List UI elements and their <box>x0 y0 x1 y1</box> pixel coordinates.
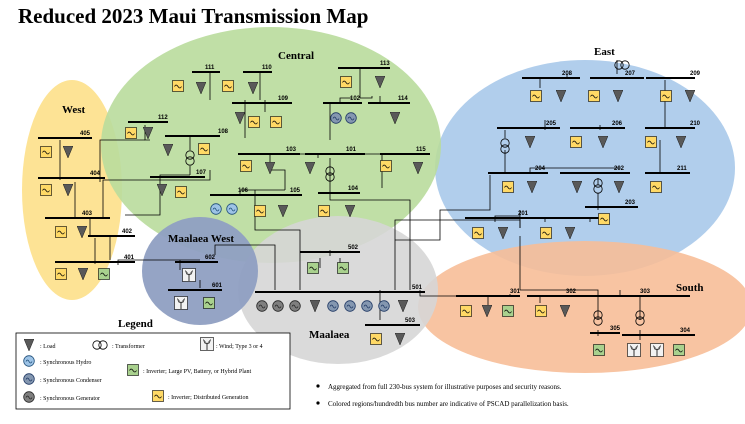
bus-label-209: 209 <box>690 71 701 77</box>
bus-label-106: 106 <box>238 188 249 194</box>
bus-label-101: 101 <box>346 147 357 153</box>
legend-transformer: : Transformer <box>112 343 145 350</box>
bus-label-602: 602 <box>205 255 216 261</box>
bus-label-401: 401 <box>124 255 135 261</box>
regions <box>22 27 745 373</box>
legend-title: Legend <box>118 318 153 330</box>
legend-hydro: : Synchronous Hydro <box>40 360 91 366</box>
bus-label-501: 501 <box>412 285 423 291</box>
bus-label-302: 302 <box>566 289 577 295</box>
region-label-maalaea-west: Maalaea West <box>168 233 234 245</box>
bus-label-107: 107 <box>196 170 207 176</box>
bus-label-109: 109 <box>278 96 289 102</box>
bus-label-503: 503 <box>405 318 416 324</box>
region-label-east: East <box>594 46 615 58</box>
note-2: Colored regions/hundredth bus number are… <box>328 400 569 408</box>
bus-label-502: 502 <box>348 245 359 251</box>
bus-label-206: 206 <box>612 121 623 127</box>
region-maalaea <box>238 216 438 364</box>
legend-generator: : Synchronous Generator <box>40 396 100 402</box>
region-maalaea-west <box>142 217 258 325</box>
bus-label-404: 404 <box>90 171 101 177</box>
bus-label-204: 204 <box>535 166 546 172</box>
bus-label-305: 305 <box>610 326 621 332</box>
bus-label-114: 114 <box>398 96 408 102</box>
bus-label-201: 201 <box>518 211 529 217</box>
region-label-central: Central <box>278 50 314 62</box>
bus-label-303: 303 <box>640 289 651 295</box>
bus-label-405: 405 <box>80 131 91 137</box>
bus-label-104: 104 <box>348 186 359 192</box>
bus-label-601: 601 <box>212 283 223 289</box>
region-label-south: South <box>676 282 704 294</box>
bus-label-205: 205 <box>546 121 557 127</box>
bus-label-403: 403 <box>82 211 93 217</box>
region-label-west: West <box>62 104 86 116</box>
bus-label-402: 402 <box>122 229 133 235</box>
region-south <box>418 241 745 373</box>
bus-label-202: 202 <box>614 166 625 172</box>
legend: : Load : Transformer : Wind; Type 3 or 4… <box>15 332 291 410</box>
bus-bars <box>38 67 695 336</box>
bus-label-207: 207 <box>625 71 636 77</box>
bus-label-102: 102 <box>350 96 361 102</box>
bus-labels: 111 110 113 114 102 109 112 108 103 101 … <box>80 61 701 334</box>
notes: Aggregated from full 230-bus system for … <box>316 383 569 408</box>
bus-label-112: 112 <box>158 115 168 121</box>
bus-label-115: 115 <box>416 147 426 153</box>
bus-label-210: 210 <box>690 121 701 127</box>
legend-condenser: : Synchronous Condenser <box>40 378 102 384</box>
bus-label-103: 103 <box>286 147 297 153</box>
region-label-maalaea: Maalaea <box>309 329 350 341</box>
bus-label-113: 113 <box>380 61 390 67</box>
bus-label-111: 111 <box>205 65 215 71</box>
legend-wind: : Wind; Type 3 or 4 <box>216 344 263 350</box>
region-west <box>22 80 122 300</box>
page-title: Reduced 2023 Maui Transmission Map <box>18 4 369 28</box>
bus-label-105: 105 <box>290 188 301 194</box>
bus-label-110: 110 <box>262 65 272 71</box>
legend-inverter-large: : Inverter; Large PV, Battery, or Hybrid… <box>143 369 252 375</box>
bus-label-208: 208 <box>562 71 573 77</box>
bus-label-203: 203 <box>625 200 636 206</box>
bus-label-301: 301 <box>510 289 521 295</box>
transmission-lines <box>59 60 666 340</box>
bus-label-304: 304 <box>680 328 691 334</box>
bus-label-211: 211 <box>677 166 687 172</box>
note-1: Aggregated from full 230-bus system for … <box>328 383 562 391</box>
legend-inverter-distributed: : Inverter; Distributed Generation <box>168 395 248 401</box>
region-central <box>101 27 441 263</box>
bus-label-108: 108 <box>218 129 229 135</box>
legend-load: : Load <box>40 344 56 350</box>
